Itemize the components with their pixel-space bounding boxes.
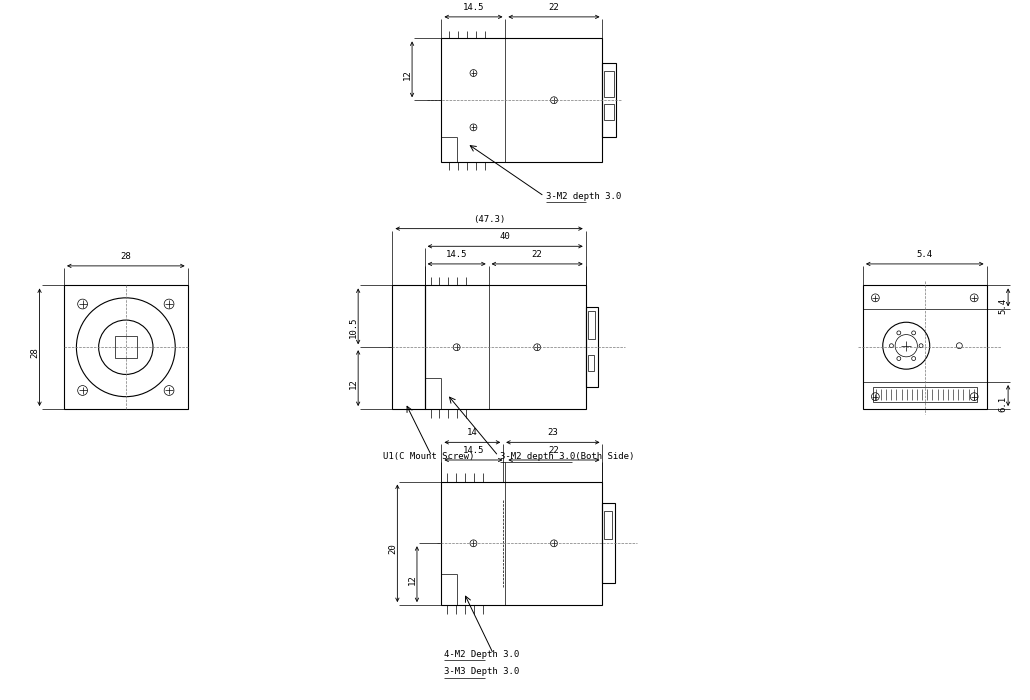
Text: 6.1: 6.1 xyxy=(999,395,1007,412)
Bar xyxy=(424,286,586,409)
Text: 3-M3 Depth 3.0: 3-M3 Depth 3.0 xyxy=(445,667,520,676)
Text: 3-M2 depth 3.0(Both Side): 3-M2 depth 3.0(Both Side) xyxy=(501,452,634,461)
Bar xyxy=(605,511,612,539)
Bar xyxy=(442,482,603,605)
Bar xyxy=(863,286,987,409)
Text: 40: 40 xyxy=(500,232,511,241)
Text: (47.3): (47.3) xyxy=(473,215,505,224)
Text: 14.5: 14.5 xyxy=(446,250,468,259)
Text: 12: 12 xyxy=(408,574,416,585)
Bar xyxy=(872,388,976,402)
Text: 5.4: 5.4 xyxy=(917,250,933,259)
Text: 3-M2 depth 3.0: 3-M2 depth 3.0 xyxy=(546,192,621,201)
Text: 4-M2 Depth 3.0: 4-M2 Depth 3.0 xyxy=(445,650,520,659)
Text: 12: 12 xyxy=(403,69,412,80)
Text: 28: 28 xyxy=(121,252,131,261)
Bar xyxy=(603,63,616,137)
Text: U1(C Mount Screw): U1(C Mount Screw) xyxy=(383,452,474,461)
Text: 5.4: 5.4 xyxy=(999,298,1007,314)
Bar xyxy=(392,286,424,409)
Bar xyxy=(605,104,614,120)
Bar xyxy=(64,286,187,409)
Text: 20: 20 xyxy=(388,543,397,554)
Text: 22: 22 xyxy=(531,250,543,259)
Text: 14.5: 14.5 xyxy=(462,3,484,12)
Text: 23: 23 xyxy=(548,428,558,438)
Bar xyxy=(603,503,615,584)
Bar xyxy=(442,38,603,162)
Text: 22: 22 xyxy=(549,3,559,12)
Bar xyxy=(605,71,614,97)
Text: 14: 14 xyxy=(467,428,478,438)
Text: 12: 12 xyxy=(349,378,357,389)
Bar xyxy=(586,307,598,387)
Text: 22: 22 xyxy=(549,446,559,455)
Text: 28: 28 xyxy=(30,347,39,358)
Bar xyxy=(588,311,595,340)
Bar xyxy=(588,356,593,371)
Bar xyxy=(114,336,137,358)
Text: 10.5: 10.5 xyxy=(349,316,357,338)
Text: 14.5: 14.5 xyxy=(462,446,484,455)
